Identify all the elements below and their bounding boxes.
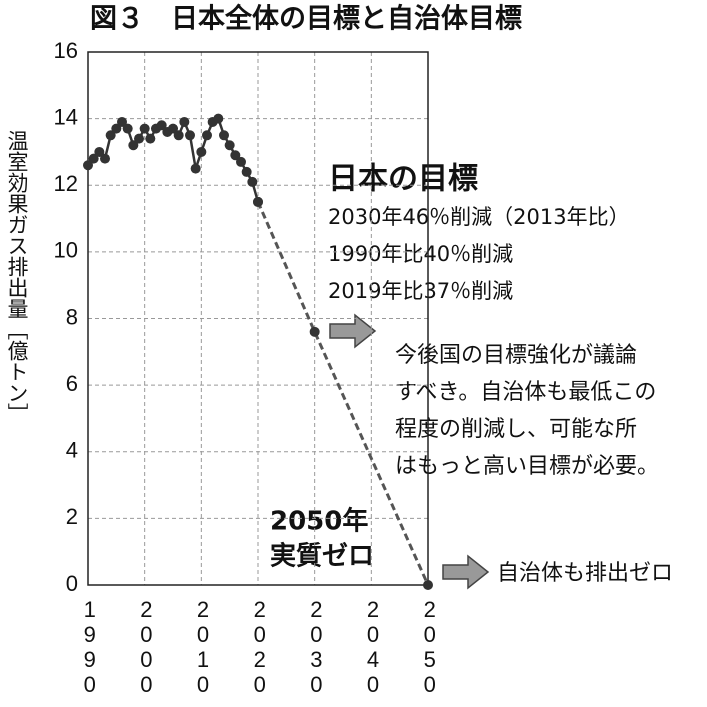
data-point [309, 326, 320, 337]
annotation: 2030年46％削減（2013年比） [328, 205, 630, 229]
data-point [168, 123, 178, 134]
data-point [128, 140, 139, 151]
data-point [105, 130, 116, 141]
y-axis-label: 温室効果ガス排出量［億トン］ [5, 130, 29, 424]
annotation: 今後国の目標強化が議論 [395, 343, 637, 368]
data-point [111, 123, 122, 134]
data-point [156, 120, 167, 131]
data-point [224, 140, 235, 151]
data-point [423, 580, 433, 590]
data-point [247, 176, 258, 187]
annotation: 2050年 [270, 506, 368, 537]
annotation: 程度の削減し、可能な所 [395, 417, 637, 442]
data-point [122, 123, 133, 134]
data-point [230, 150, 241, 161]
y-tick-label: 4 [66, 438, 78, 463]
data-point [236, 156, 246, 167]
arrow [442, 554, 490, 590]
annotation: はもっと高い目標が必要。 [395, 454, 659, 479]
y-tick-label: 12 [54, 171, 78, 196]
data-point [241, 166, 252, 177]
data-point [253, 196, 263, 207]
y-tick-label: 10 [54, 238, 78, 263]
data-point [202, 130, 212, 141]
y-tick-label: 8 [66, 304, 78, 329]
data-point [145, 133, 156, 144]
annotation: 1990年比40％削減 [328, 242, 513, 266]
data-point [94, 146, 105, 157]
plot-frame [87, 51, 429, 586]
data-point [173, 130, 184, 141]
x-tick-label: 2040 [361, 597, 386, 697]
y-tick-label: 16 [54, 38, 78, 63]
x-tick-label: 2010 [191, 597, 216, 697]
series-line [256, 201, 430, 586]
y-tick-label: 6 [66, 371, 78, 396]
annotation: 自治体も排出ゼロ [497, 561, 673, 586]
arrow [329, 313, 377, 349]
data-point [179, 116, 190, 127]
data-point [83, 160, 93, 171]
data-point [196, 146, 207, 157]
data-point [213, 113, 224, 124]
annotation-heading: 日本の目標 [328, 162, 478, 197]
y-tick-label: 0 [66, 571, 78, 596]
data-point [185, 130, 195, 141]
chart-title: 図３ 日本全体の目標と自治体目標 [90, 3, 522, 35]
y-tick-label: 2 [66, 504, 78, 529]
data-point [117, 116, 127, 127]
annotation: すべき。自治体も最低この [395, 380, 656, 405]
x-tick-label: 2030 [304, 597, 329, 697]
y-tick-label: 14 [54, 104, 78, 129]
x-tick-label: 1990 [77, 597, 102, 697]
x-tick-label: 2050 [417, 597, 442, 697]
data-point [88, 153, 99, 164]
annotation: 2019年比37％削減 [328, 279, 513, 303]
data-point [134, 133, 144, 144]
data-point [100, 153, 110, 164]
data-point [139, 123, 150, 134]
x-tick-label: 2020 [247, 597, 272, 697]
x-tick-label: 2000 [134, 597, 159, 697]
data-point [219, 130, 229, 141]
data-point [190, 163, 201, 174]
annotation: 実質ゼロ [270, 541, 374, 572]
